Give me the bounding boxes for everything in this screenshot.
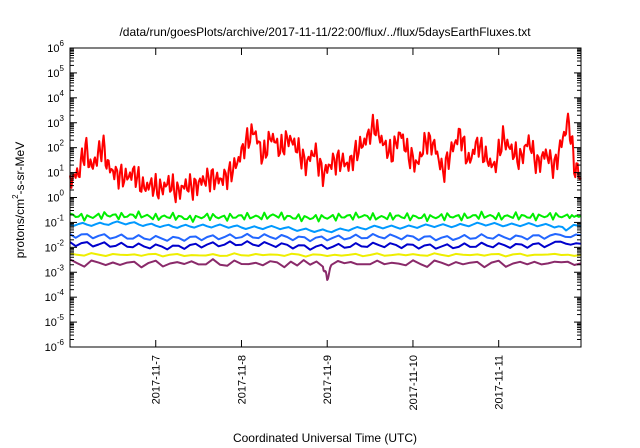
y-tick-label: 10-2	[45, 238, 65, 254]
series-line	[69, 258, 582, 281]
y-tick-label: 105	[47, 64, 64, 80]
y-tick-label: 10-3	[45, 263, 65, 279]
series-layer	[69, 112, 582, 281]
y-tick-label: 103	[47, 114, 64, 130]
y-tick-label: 10-1	[45, 213, 65, 229]
series-line	[69, 240, 582, 251]
x-tick-label: 2017-11-10	[408, 355, 420, 410]
x-tick-label: 2017-11-7	[151, 355, 163, 404]
y-tick-label: 10-4	[45, 288, 65, 304]
y-axis-label-sup: 2	[11, 194, 20, 199]
y-tick-label: 10-5	[45, 313, 65, 329]
y-axis-label: protons/cm2-s-sr-MeV	[11, 142, 27, 258]
y-tick-label: 102	[47, 139, 64, 155]
series-line	[69, 112, 582, 204]
y-tick-label: 100	[47, 189, 64, 205]
y-axis-label-suffix: -s-sr-MeV	[13, 142, 27, 195]
y-tick-label: 106	[47, 39, 64, 55]
svg-text:protons/cm2-s-sr-MeV: protons/cm2-s-sr-MeV	[11, 142, 27, 258]
y-axis-label-prefix: protons/cm	[13, 199, 27, 258]
plot-frame	[69, 47, 582, 348]
y-tick-label: 104	[47, 89, 64, 105]
x-tick-label: 2017-11-9	[322, 355, 334, 404]
series-line	[69, 232, 582, 243]
y-tick-label: 10-6	[45, 338, 65, 354]
x-tick-label: 2017-11-11	[494, 355, 506, 410]
series-line	[69, 220, 582, 234]
x-tick-label: 2017-11-8	[236, 355, 248, 404]
x-axis-label: Coordinated Universal Time (UTC)	[233, 431, 417, 445]
series-line	[69, 210, 582, 223]
chart-title: /data/run/goesPlots/archive/2017-11-11/2…	[119, 25, 531, 39]
y-tick-label: 101	[47, 164, 64, 180]
ticks-layer: 106 105 104 103 102 101 100 10-1 10-2 10-3 10-4 10-…	[45, 39, 581, 410]
series-line	[69, 252, 582, 258]
